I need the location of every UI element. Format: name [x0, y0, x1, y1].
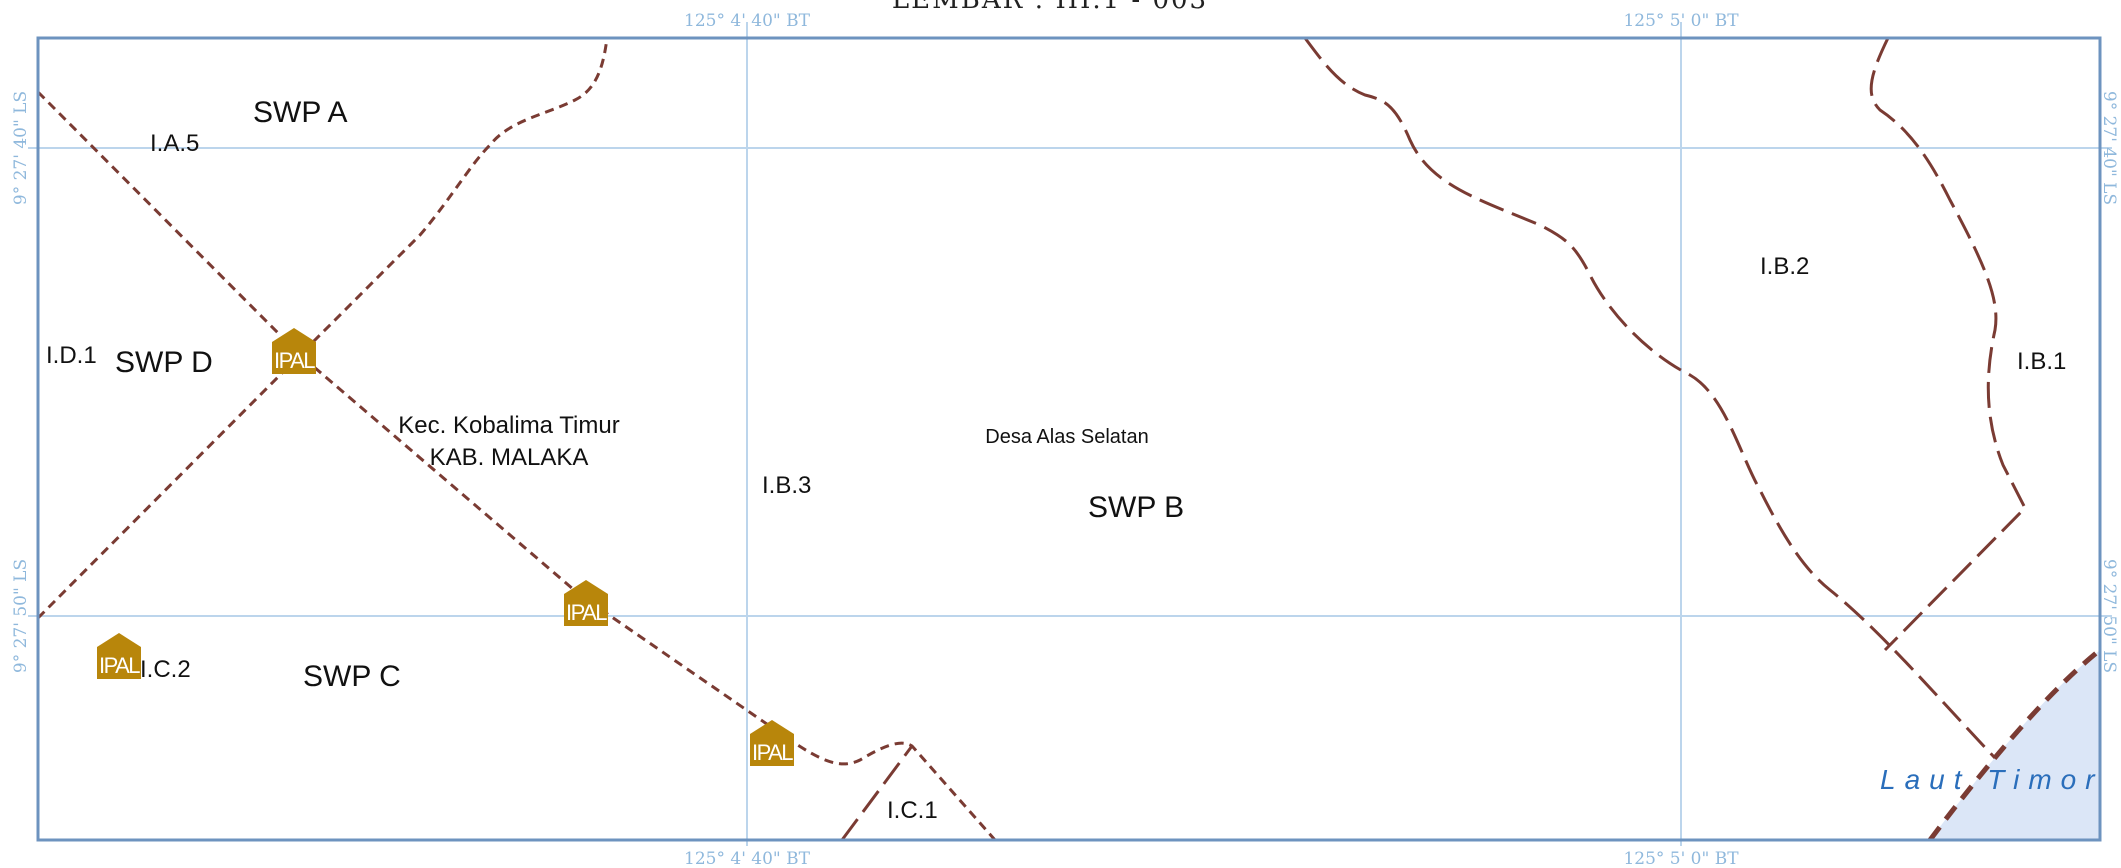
block-label-ib1: I.B.1: [2017, 348, 2066, 375]
coord-lat-bottom-right: 9° 27' 50" LS: [2099, 559, 2119, 673]
ipal-marker-4[interactable]: IPAL: [750, 720, 795, 766]
ipal-icon: [97, 633, 141, 679]
ipal-icon: [750, 720, 794, 766]
ipal-label: IPAL: [752, 740, 793, 765]
zone-label-swp-c: SWP C: [303, 660, 401, 693]
graticule: [28, 22, 2112, 846]
block-label-ib3: I.B.3: [762, 472, 811, 499]
ipal-icon: [564, 580, 608, 626]
ipal-label: IPAL: [274, 348, 315, 373]
ipal-marker-2[interactable]: IPAL: [564, 580, 609, 626]
label-desa: Desa Alas Selatan: [985, 426, 1148, 448]
ipal-marker-1[interactable]: IPAL: [272, 328, 317, 374]
block-label-ic1: I.C.1: [887, 797, 938, 824]
block-label-id1: I.D.1: [46, 342, 97, 369]
zone-label-swp-b: SWP B: [1088, 491, 1184, 524]
sea-area: [1930, 650, 2100, 840]
coord-lat-bottom-left: 9° 27' 50" LS: [11, 559, 31, 673]
swp-boundaries: [36, 37, 997, 841]
block-boundaries: [840, 37, 2102, 842]
label-kabupaten: KAB. MALAKA: [430, 444, 589, 471]
block-label-ia5: I.A.5: [150, 130, 199, 157]
boundary-ic1: [840, 745, 914, 841]
coord-lat-top-right: 9° 27' 40" LS: [2099, 91, 2119, 205]
coord-lon-left-top: 125° 4' 40" BT: [684, 11, 811, 31]
boundary-coast: [1928, 648, 2102, 842]
coord-lat-top-left: 9° 27' 40" LS: [11, 91, 31, 205]
zone-label-swp-a: SWP A: [253, 96, 347, 129]
ipal-marker-3[interactable]: IPAL: [97, 633, 142, 679]
label-sea: Laut Timor: [1880, 764, 2104, 795]
ipal-icon: [272, 328, 316, 374]
coord-lon-left-bottom: 125° 4' 40" BT: [684, 849, 811, 868]
map-frame: [36, 36, 2102, 842]
label-kecamatan: Kec. Kobalima Timur: [398, 412, 619, 439]
block-label-ic2: I.C.2: [140, 656, 191, 683]
ipal-label: IPAL: [566, 600, 607, 625]
coord-lon-right-top: 125° 5' 0" BT: [1623, 11, 1739, 31]
boundary-ib2-ib3: [1303, 37, 1997, 760]
coord-lon-right-bottom: 125° 5' 0" BT: [1623, 849, 1739, 868]
sheet-title: LEMBAR : III.1 - 003: [892, 0, 1208, 15]
block-label-ib2: I.B.2: [1760, 253, 1809, 280]
boundary-ib1-ib2: [1869, 37, 2027, 652]
zone-label-swp-d: SWP D: [115, 346, 213, 379]
ipal-label: IPAL: [99, 653, 140, 678]
